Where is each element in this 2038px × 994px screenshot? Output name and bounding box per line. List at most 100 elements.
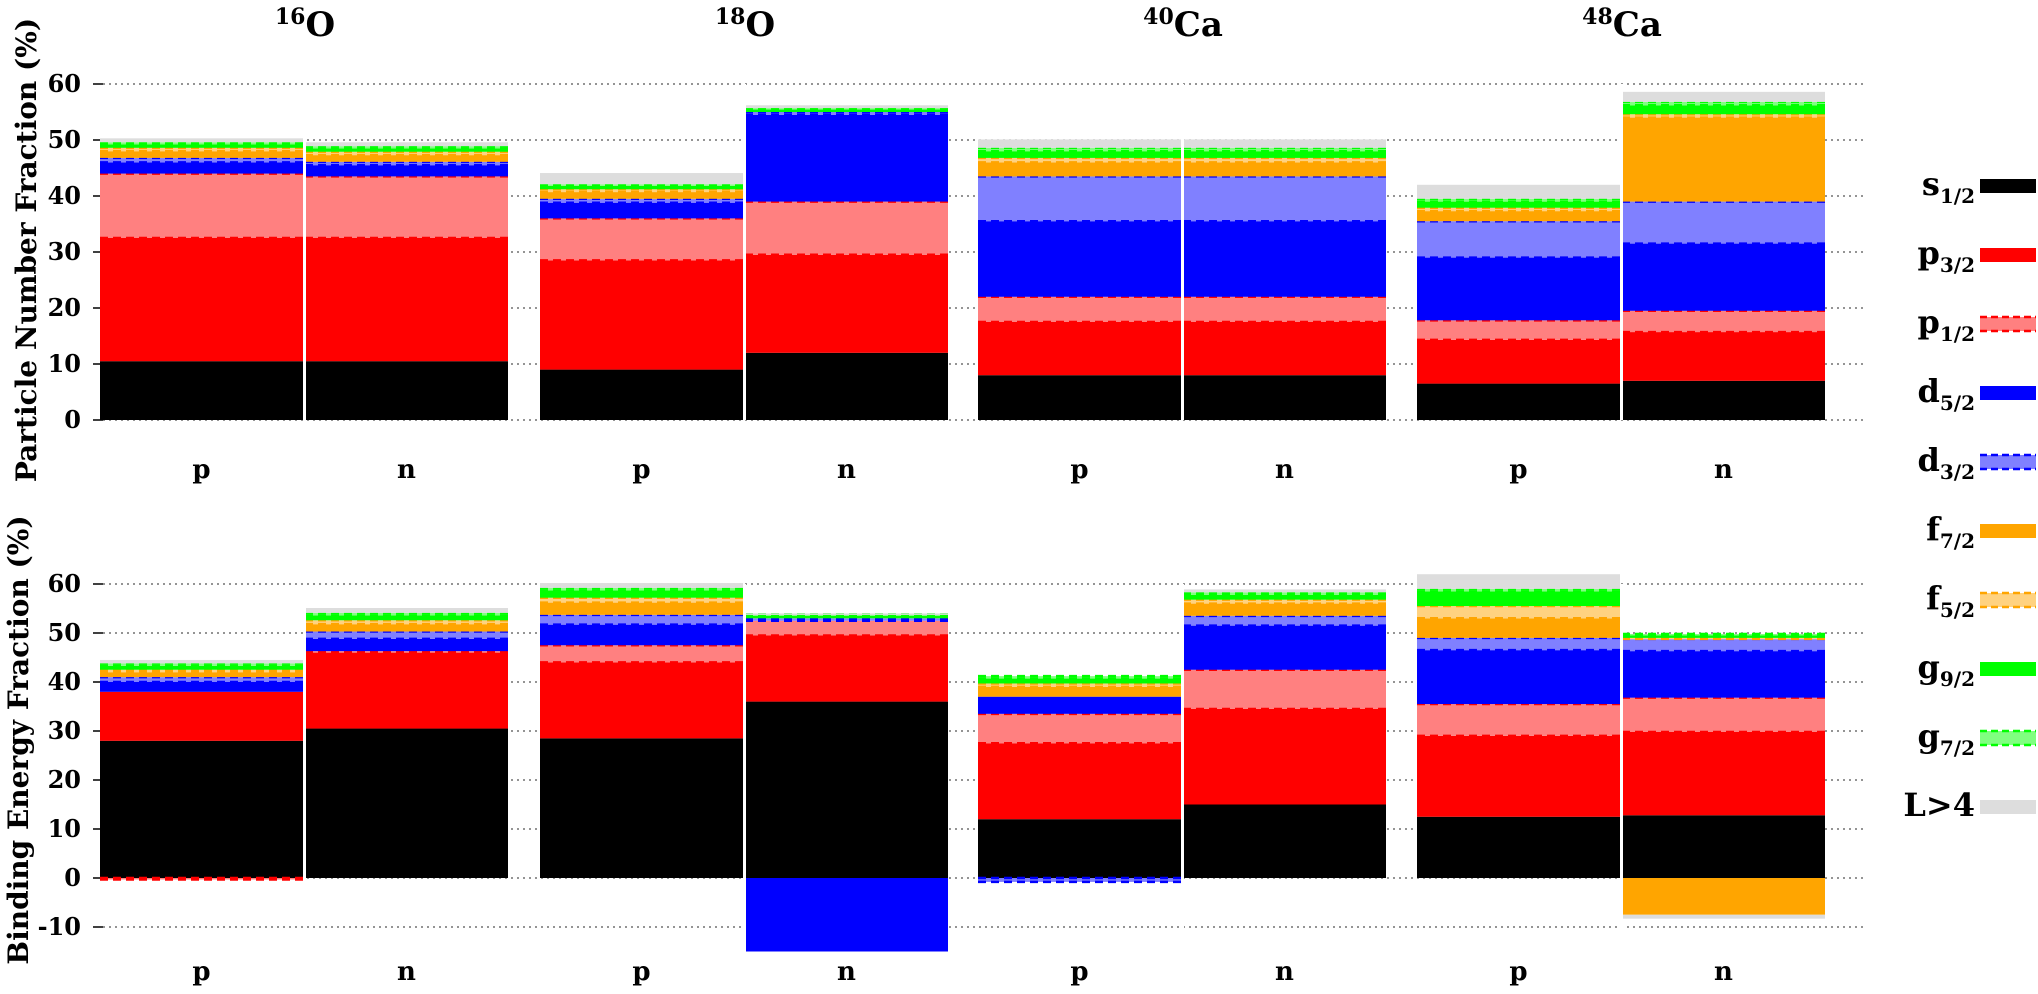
bar-segment-16o-n-s1-2 bbox=[305, 361, 508, 420]
bar-segment-18o-n-d3-2 bbox=[745, 618, 948, 621]
bar-segment-48ca-n-g9-2 bbox=[1622, 105, 1825, 115]
bar-segment-18o-p-g7-2 bbox=[540, 184, 743, 186]
bar-segment-48ca-n-p1-2 bbox=[1622, 697, 1825, 732]
bar-segment-16o-p-p1-2 bbox=[100, 878, 303, 880]
bar-segment-16o-n-p3-2 bbox=[305, 238, 508, 362]
y-tick-label: 10 bbox=[48, 814, 81, 843]
bar-segment-48ca-p-f5-2 bbox=[1417, 606, 1620, 619]
nucleus-title-16o: 16O bbox=[275, 4, 335, 45]
bar-segment-40ca-p-p3-2 bbox=[978, 743, 1181, 820]
legend-swatch-g7-2 bbox=[1980, 731, 2036, 745]
bar-segment-16o-p-p1-2 bbox=[100, 173, 303, 238]
bar-segment-48ca-p-g7-2 bbox=[1417, 198, 1620, 202]
bar-segment-40ca-n-lgt4 bbox=[1183, 139, 1386, 148]
bar-segment-16o-n-f7-2 bbox=[305, 155, 508, 162]
bar-segment-18o-n-g7-2 bbox=[745, 108, 948, 110]
y-tick-label: -10 bbox=[38, 912, 81, 941]
bar-segment-18o-p-s1-2 bbox=[540, 369, 743, 420]
bar-segment-18o-n-s1-2 bbox=[745, 701, 948, 878]
bar-segment-18o-n-g9-2 bbox=[745, 109, 948, 112]
bar-segment-16o-n-d3-2 bbox=[305, 631, 508, 639]
category-label-40ca-n: n bbox=[1275, 957, 1294, 987]
bar-segment-18o-p-f5-2 bbox=[540, 597, 743, 603]
bar-segment-16o-p-f7-2 bbox=[100, 672, 303, 678]
category-label-40ca-p: p bbox=[1070, 957, 1088, 987]
bar-segment-40ca-p-g7-2 bbox=[978, 676, 1181, 679]
legend-label-f7-2: f7/2 bbox=[1926, 510, 1975, 553]
bar-segment-40ca-n-g7-2 bbox=[1183, 147, 1386, 152]
category-label-16o-p: p bbox=[192, 455, 210, 485]
bar-segment-16o-p-lgt4 bbox=[100, 138, 303, 143]
bar-segment-48ca-n-g7-2 bbox=[1622, 633, 1825, 636]
y-tick-label: 30 bbox=[48, 716, 81, 745]
bar-segment-48ca-p-f5-2 bbox=[1417, 207, 1620, 212]
bar-segment-48ca-p-d5-2 bbox=[1417, 257, 1620, 321]
bar-segment-48ca-n-lgt4 bbox=[1622, 914, 1825, 919]
bar-segment-16o-p-d3-2 bbox=[100, 157, 303, 163]
bar-segment-40ca-p-s1-2 bbox=[978, 375, 1181, 420]
legend-label-lgt4: L>4 bbox=[1903, 786, 1975, 824]
bar-segment-40ca-p-f7-2 bbox=[978, 162, 1181, 177]
legend-label-d3-2: d3/2 bbox=[1917, 441, 1975, 484]
bar-segment-16o-n-p1-2 bbox=[305, 651, 508, 653]
bar-segment-16o-n-g7-2 bbox=[305, 612, 508, 616]
bar-segment-18o-n-lgt4 bbox=[745, 613, 948, 615]
bar-segment-48ca-n-d5-2 bbox=[1622, 243, 1825, 311]
category-label-18o-p: p bbox=[632, 957, 650, 987]
bar-segment-48ca-p-d3-2 bbox=[1417, 221, 1620, 258]
bar-segment-18o-n-g9-2 bbox=[745, 615, 948, 619]
category-label-18o-n: n bbox=[837, 455, 856, 485]
y-tick-label: 60 bbox=[48, 569, 81, 598]
bar-segment-40ca-n-p3-2 bbox=[1183, 322, 1386, 376]
bar-segment-48ca-p-lgt4 bbox=[1417, 574, 1620, 589]
legend-label-s1-2: s1/2 bbox=[1922, 165, 1975, 208]
bar-segment-18o-p-p3-2 bbox=[540, 260, 743, 370]
legend-swatch-p3-2 bbox=[1980, 248, 2036, 262]
bar-segment-16o-n-p3-2 bbox=[305, 652, 508, 729]
legend-label-f5-2: f5/2 bbox=[1926, 579, 1975, 622]
bar-segment-48ca-p-s1-2 bbox=[1417, 816, 1620, 878]
category-label-48ca-n: n bbox=[1714, 455, 1733, 485]
bar-segment-40ca-n-d3-2 bbox=[1183, 176, 1386, 222]
category-label-48ca-p: p bbox=[1509, 455, 1527, 485]
bar-segment-16o-p-lgt4 bbox=[100, 659, 303, 664]
bar-segment-48ca-n-p1-2 bbox=[1622, 310, 1825, 333]
bar-segment-48ca-n-d5-2 bbox=[1622, 651, 1825, 698]
bar-segment-18o-p-p3-2 bbox=[540, 662, 743, 739]
bar-segment-16o-n-d3-2 bbox=[305, 161, 508, 166]
bar-segment-16o-p-d5-2 bbox=[100, 682, 303, 692]
bar-segment-40ca-n-d3-2 bbox=[1183, 615, 1386, 626]
bar-segment-40ca-p-f5-2 bbox=[978, 683, 1181, 687]
bar-segment-18o-p-p1-2 bbox=[540, 218, 743, 261]
bar-segment-18o-n-d3-2 bbox=[745, 112, 948, 115]
legend-swatch-g9-2 bbox=[1980, 662, 2036, 676]
y-tick-label: 40 bbox=[48, 667, 81, 696]
bar-segment-18o-n-p3-2 bbox=[745, 635, 948, 702]
bar-segment-40ca-n-p1-2 bbox=[1183, 296, 1386, 322]
bar-segment-16o-p-p3-2 bbox=[100, 238, 303, 362]
bar-segment-48ca-n-d3-2 bbox=[1622, 638, 1825, 652]
bar-segment-16o-p-s1-2 bbox=[100, 361, 303, 420]
legend-label-p3-2: p3/2 bbox=[1917, 234, 1975, 277]
bar-segment-40ca-p-p3-2 bbox=[978, 322, 1181, 376]
bar-segment-40ca-n-f7-2 bbox=[1183, 603, 1386, 616]
category-label-48ca-p: p bbox=[1509, 957, 1527, 987]
legend-label-g9-2: g9/2 bbox=[1917, 648, 1975, 691]
bar-segment-40ca-p-g9-2 bbox=[978, 151, 1181, 158]
y-axis-label: Particle Number Fraction (%) bbox=[10, 18, 43, 482]
category-label-18o-n: n bbox=[837, 957, 856, 987]
bar-segment-40ca-p-g7-2 bbox=[978, 147, 1181, 152]
y-tick-label: 60 bbox=[48, 69, 81, 98]
bar-segment-40ca-p-g9-2 bbox=[978, 678, 1181, 684]
category-label-18o-p: p bbox=[632, 455, 650, 485]
bar-segment-16o-p-g7-2 bbox=[100, 142, 303, 145]
bar-segment-18o-n-p3-2 bbox=[745, 254, 948, 353]
legend: s1/2 p3/2 p1/2 d5/2 d3/2 f7/2 f5/2 g9/2 g7/2 L>4 bbox=[1903, 165, 2036, 824]
bar-segment-40ca-n-f7-2 bbox=[1183, 162, 1386, 177]
bar-segment-48ca-n-p3-2 bbox=[1622, 332, 1825, 381]
legend-swatch-s1-2 bbox=[1980, 179, 2036, 193]
bar-segment-16o-n-f5-2 bbox=[305, 620, 508, 625]
legend-swatch-lgt4 bbox=[1980, 800, 2036, 814]
y-tick-label: 20 bbox=[48, 765, 81, 794]
bar-segment-48ca-p-p3-2 bbox=[1417, 339, 1620, 384]
